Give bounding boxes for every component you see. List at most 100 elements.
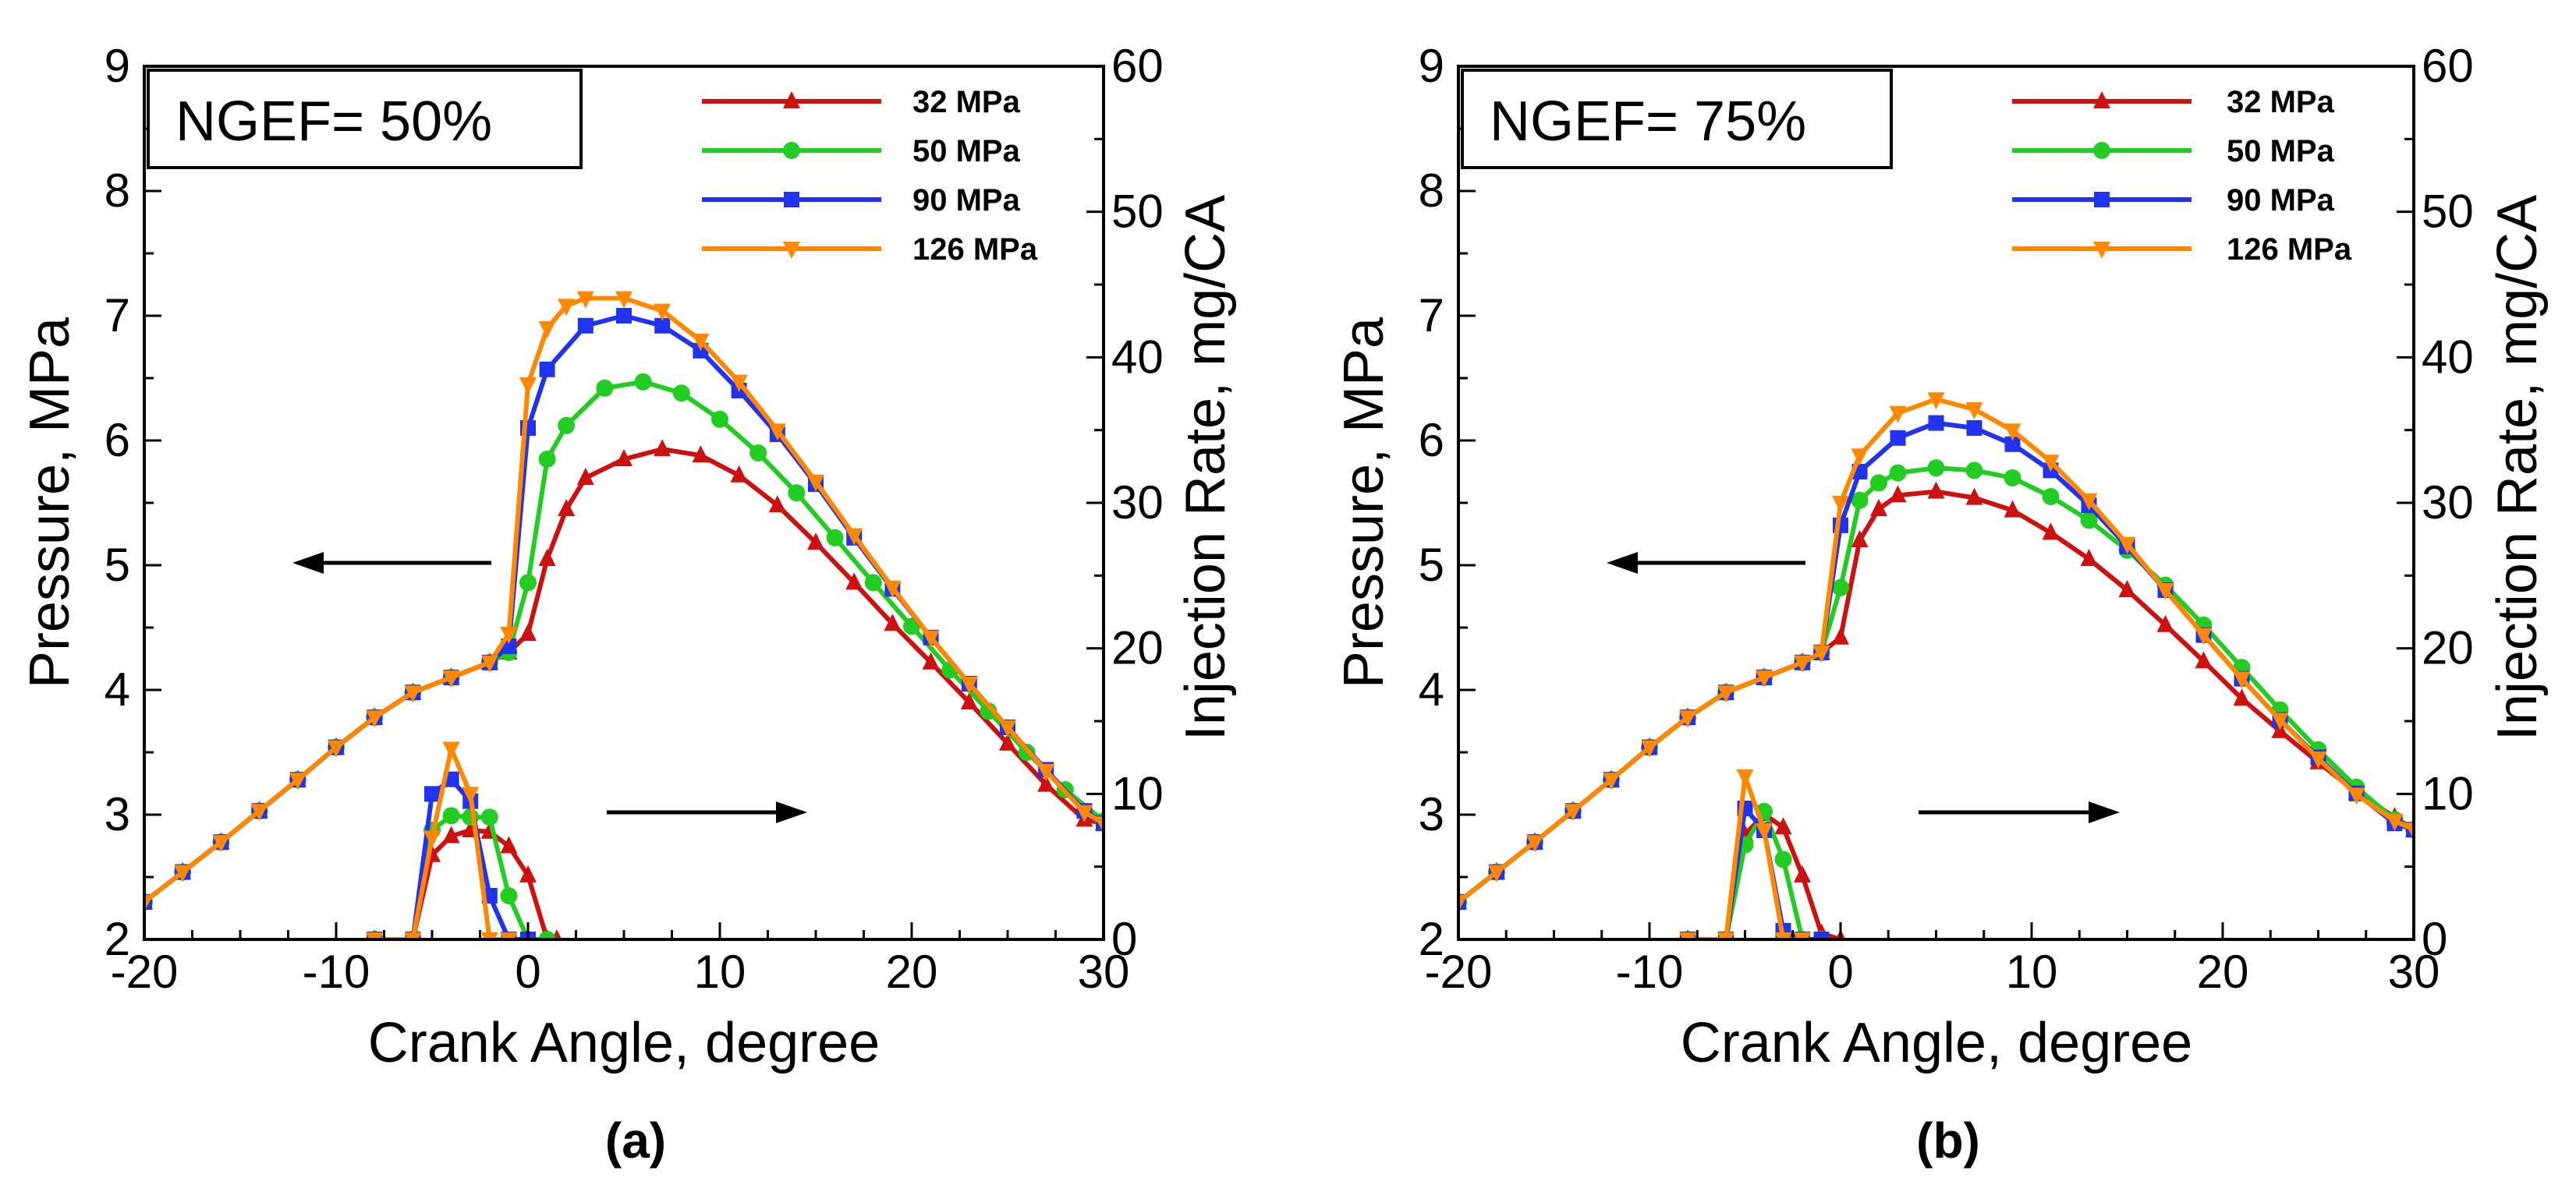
panel-b-pressure-point-3 <box>1965 402 1983 419</box>
panel-b-legend-marker-2 <box>2094 192 2110 207</box>
panel-a-pressure-point-3 <box>999 720 1016 737</box>
panel-a-pressure-point-3 <box>922 630 940 648</box>
panel-a-injection-point-1 <box>480 808 498 826</box>
panel-b-legend-label-0: 32 MPa <box>2227 85 2335 119</box>
panel-b-left-arrow <box>1607 552 1805 574</box>
panel-b-legend-label-2: 90 MPa <box>2227 183 2335 218</box>
panel-a-injection-point-3 <box>500 932 518 939</box>
panel-a-injection-line-0 <box>374 828 557 939</box>
panel-b-pressure-point-3 <box>2195 628 2213 646</box>
legend-marker-shape <box>783 142 800 159</box>
panel-a-legend-label-0: 32 MPa <box>912 85 1021 119</box>
panel-b-y-tick-label: 3 <box>1419 788 1444 840</box>
panel-a-pressure-point-0 <box>807 532 824 550</box>
panel-a-pressure-point-0 <box>960 692 978 709</box>
panel-b-right-arrow <box>1919 801 2120 823</box>
panel-a-injection-point-3 <box>480 932 498 939</box>
panel-a-legend-label-1: 50 MPa <box>912 134 1021 168</box>
panel-a-left-arrow <box>292 552 491 574</box>
panel-b-pressure-point-3 <box>1927 392 1945 410</box>
panel-b-pressure-point-1 <box>1889 464 1907 482</box>
panel-b-pressure-point-3 <box>1794 655 1811 673</box>
panel-b-pressure-point-3 <box>2233 671 2251 689</box>
panel-a-y2-tick-label: 20 <box>1111 622 1164 674</box>
panel-a-y-tick-label: 6 <box>105 414 130 466</box>
panel-a-pressure-point-3 <box>480 655 498 673</box>
panel-a-pressure-point-0 <box>576 468 594 485</box>
panel-a-pressure-point-3 <box>250 804 268 822</box>
panel-b-pressure-point-3 <box>1458 895 1467 912</box>
panel-b-injection-point-3 <box>1774 932 1792 939</box>
panel-b-y-tick-label: 5 <box>1419 539 1444 591</box>
panel-a-pressure-point-1 <box>749 444 767 462</box>
panel-a-y2-tick-label: 0 <box>1111 913 1137 965</box>
panel-a-pressure-point-3 <box>1037 764 1055 781</box>
panel-b-pressure-point-1 <box>2080 511 2098 529</box>
panel-b-pressure-point-0 <box>2233 688 2251 706</box>
panel-a-injection-point-0 <box>519 865 537 883</box>
panel-b-pressure-point-0 <box>1832 627 1849 645</box>
panel-a-y-tick-label: 2 <box>105 913 130 965</box>
panel-b-annotation: NGEF= 75% <box>1490 90 1806 153</box>
panel-b-pressure-point-3 <box>2347 787 2365 805</box>
panel-a-injection-point-1 <box>442 807 460 825</box>
panel-a-y2-tick-label: 10 <box>1111 767 1164 819</box>
panel-b: -20 -10 0 10 20 30 2 3 4 5 6 7 8 9 0 10 20 30 40 50 60 NGEF=… <box>1333 40 2549 1169</box>
panel-a-legend-marker-2 <box>784 192 799 207</box>
panel-a-injection-point-1 <box>538 931 556 939</box>
panel-b-y-tick-label: 8 <box>1419 164 1444 217</box>
panel-a-pressure-point-0 <box>692 445 710 463</box>
panel-a-legend-marker-3 <box>783 242 800 259</box>
panel-a-x-tick-label: -20 <box>111 946 179 998</box>
panel-a-y2-tick-label: 40 <box>1111 331 1164 383</box>
panel-b-x-tick-label: 10 <box>2006 946 2058 998</box>
panel-a-injection-point-1 <box>500 887 518 904</box>
panel-b-injection-point-3 <box>1756 823 1773 840</box>
panel-a-pressure-point-0 <box>999 733 1016 751</box>
panel-a-caption: (a) <box>605 1112 666 1169</box>
panel-b-x-tick-label: 20 <box>2197 946 2249 998</box>
panel-b-pressure-point-0 <box>2156 614 2174 632</box>
panel-a-legend-label-2: 90 MPa <box>912 183 1021 218</box>
panel-b-injection-point-0 <box>1794 865 1811 883</box>
panel-a-pressure-point-0 <box>1037 774 1055 792</box>
panel-a-series-2 <box>144 308 1104 939</box>
panel-a-pressure-point-1 <box>519 574 537 592</box>
panel-a-pressure-point-1 <box>864 574 882 592</box>
panel-a-pressure-point-0 <box>730 465 748 483</box>
panel-a-injection-point-3 <box>462 787 480 805</box>
panel-a-x-axis-title: Crank Angle, degree <box>368 1012 880 1074</box>
panel-a-y2-tick-label: 60 <box>1111 40 1164 92</box>
panel-b-y-tick-label: 7 <box>1419 289 1444 341</box>
panel-b-y2-tick-label: 30 <box>2422 476 2474 529</box>
panel-b-pressure-point-2 <box>1928 415 1944 431</box>
panel-b-legend-label-1: 50 MPa <box>2227 134 2335 168</box>
panel-a-pressure-point-3 <box>768 423 786 441</box>
panel-a-pressure-point-3 <box>144 895 153 912</box>
panel-b-pressure-point-0 <box>1870 499 1887 516</box>
panel-b-injection-point-3 <box>1736 769 1754 787</box>
panel-a-pressure-point-1 <box>672 384 690 402</box>
panel-a-pressure-point-1 <box>826 529 844 546</box>
panel-a-pressure-point-3 <box>558 299 576 317</box>
panel-b-pressure-line-1 <box>1458 465 2414 904</box>
panel-b-series-3 <box>1458 392 2414 939</box>
panel-b-pressure-point-0 <box>2118 580 2136 597</box>
panel-b-plot-layer <box>1458 392 2414 939</box>
panel-b-pressure-point-3 <box>2156 583 2174 600</box>
panel-b-y-tick-label: 6 <box>1419 414 1444 466</box>
panel-a-pressure-point-1 <box>788 484 806 502</box>
panel-a: -20 -10 0 10 20 30 2 3 4 5 6 7 8 9 0 10 20 30 40 50 60 NGEF=… <box>19 40 1237 1169</box>
panel-a-pressure-point-3 <box>1095 816 1104 834</box>
panel-b-y2-tick-label: 60 <box>2422 40 2474 92</box>
panel-a-pressure-point-0 <box>922 652 940 670</box>
panel-b-y2-axis-title: Injection Rate, mg/CA <box>2486 195 2549 741</box>
panel-a-series-0 <box>144 439 1104 939</box>
panel-a-x-tick-label: 30 <box>1078 946 1130 998</box>
panel-b-injection-point-3 <box>1717 932 1734 939</box>
panel-b-x-axis-title: Crank Angle, degree <box>1681 1012 2192 1074</box>
panel-b-y-axis-title: Pressure, MPa <box>1333 317 1395 688</box>
panel-a-pressure-point-0 <box>558 499 576 516</box>
panel-a-pressure-point-2 <box>616 308 632 324</box>
